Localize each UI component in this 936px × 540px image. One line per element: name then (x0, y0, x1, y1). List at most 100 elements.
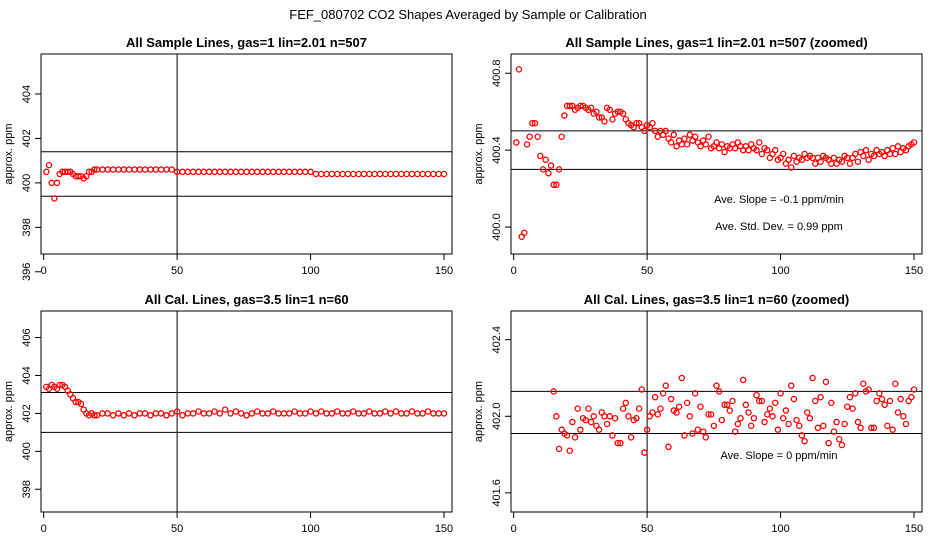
data-point (702, 141, 710, 148)
data-point (227, 168, 234, 176)
data-point (419, 170, 426, 178)
data-point (673, 409, 680, 416)
data-point (649, 119, 656, 127)
data-point (697, 143, 704, 150)
data-point (157, 410, 165, 417)
data-point (366, 170, 373, 178)
x-tick-label: 50 (171, 265, 183, 277)
data-point (790, 395, 798, 403)
data-point (136, 166, 143, 173)
data-point (814, 424, 822, 432)
data-point (729, 397, 736, 405)
data-point (753, 146, 760, 154)
data-point (739, 376, 747, 384)
data-point (785, 420, 792, 428)
data-point (141, 410, 149, 417)
data-point (798, 156, 806, 164)
data-point (577, 426, 584, 433)
data-point (667, 395, 675, 403)
chart-title: All Cal. Lines, gas=3.5 lin=1 n=60 (zoom… (584, 292, 850, 307)
y-axis-label: approx. ppm (3, 381, 15, 442)
data-point (811, 397, 819, 405)
data-point (892, 380, 899, 387)
data-point (910, 139, 918, 146)
y-tick-label: 400.4 (491, 136, 503, 164)
x-tick-label: 0 (41, 265, 47, 277)
data-point (553, 181, 560, 189)
data-point (643, 426, 651, 433)
data-point (371, 170, 378, 178)
data-point (195, 168, 202, 176)
data-point (846, 393, 854, 401)
data-point (889, 426, 896, 433)
data-point (681, 432, 688, 439)
data-point (777, 390, 784, 397)
chart-title: All Sample Lines, gas=1 lin=2.01 n=507 (… (565, 35, 867, 50)
data-point (651, 393, 659, 401)
data-point (686, 131, 694, 139)
data-point (195, 408, 202, 415)
data-point (115, 166, 122, 173)
data-point (339, 410, 346, 417)
data-point (350, 170, 357, 178)
data-point (878, 395, 886, 403)
data-point (865, 386, 872, 393)
x-tick-label: 0 (511, 265, 517, 277)
data-point (419, 410, 426, 417)
data-point (168, 410, 176, 417)
data-point (611, 414, 619, 422)
y-tick-label: 402 (21, 129, 33, 147)
data-point (654, 411, 662, 418)
data-point (755, 139, 763, 146)
data-point (179, 412, 186, 419)
data-point (307, 168, 314, 176)
data-point (163, 166, 170, 173)
data-point (753, 391, 760, 399)
data-point (264, 410, 272, 417)
data-point (689, 430, 696, 437)
figure-title: FEF_080702 CO2 Shapes Averaged by Sample… (289, 7, 646, 22)
data-point (157, 166, 165, 173)
data-point (366, 408, 373, 415)
data-point (852, 390, 859, 397)
y-tick-label: 406 (21, 328, 33, 346)
data-point (435, 410, 442, 417)
data-point (563, 432, 571, 439)
data-point (659, 390, 667, 397)
x-tick-label: 50 (641, 265, 653, 277)
data-point (323, 170, 330, 178)
data-point (216, 410, 224, 417)
data-point (547, 162, 555, 169)
y-tick-label: 398 (21, 218, 33, 236)
data-point (545, 169, 552, 177)
data-point (253, 168, 261, 176)
data-point (809, 374, 816, 382)
data-point (830, 428, 838, 435)
data-point (614, 439, 622, 447)
data-point (296, 168, 304, 176)
x-tick-label: 150 (905, 523, 923, 535)
data-point (344, 410, 352, 417)
data-point (558, 133, 565, 140)
data-point (408, 408, 416, 415)
data-point (227, 410, 234, 417)
data-point (216, 168, 224, 176)
plot-frame (40, 53, 453, 255)
data-point (435, 170, 442, 178)
data-point (360, 170, 368, 178)
data-point (48, 179, 55, 187)
data-point (673, 143, 680, 150)
data-point (125, 166, 133, 173)
data-point (686, 413, 694, 420)
data-point (881, 152, 888, 160)
data-point (771, 399, 779, 407)
data-point (398, 410, 405, 417)
data-point (614, 108, 622, 115)
y-tick-label: 402.4 (491, 326, 503, 354)
data-point (99, 410, 106, 417)
data-point (430, 410, 437, 417)
data-point (387, 170, 394, 178)
data-point (221, 168, 229, 176)
data-point (577, 102, 584, 110)
data-point (657, 405, 664, 412)
